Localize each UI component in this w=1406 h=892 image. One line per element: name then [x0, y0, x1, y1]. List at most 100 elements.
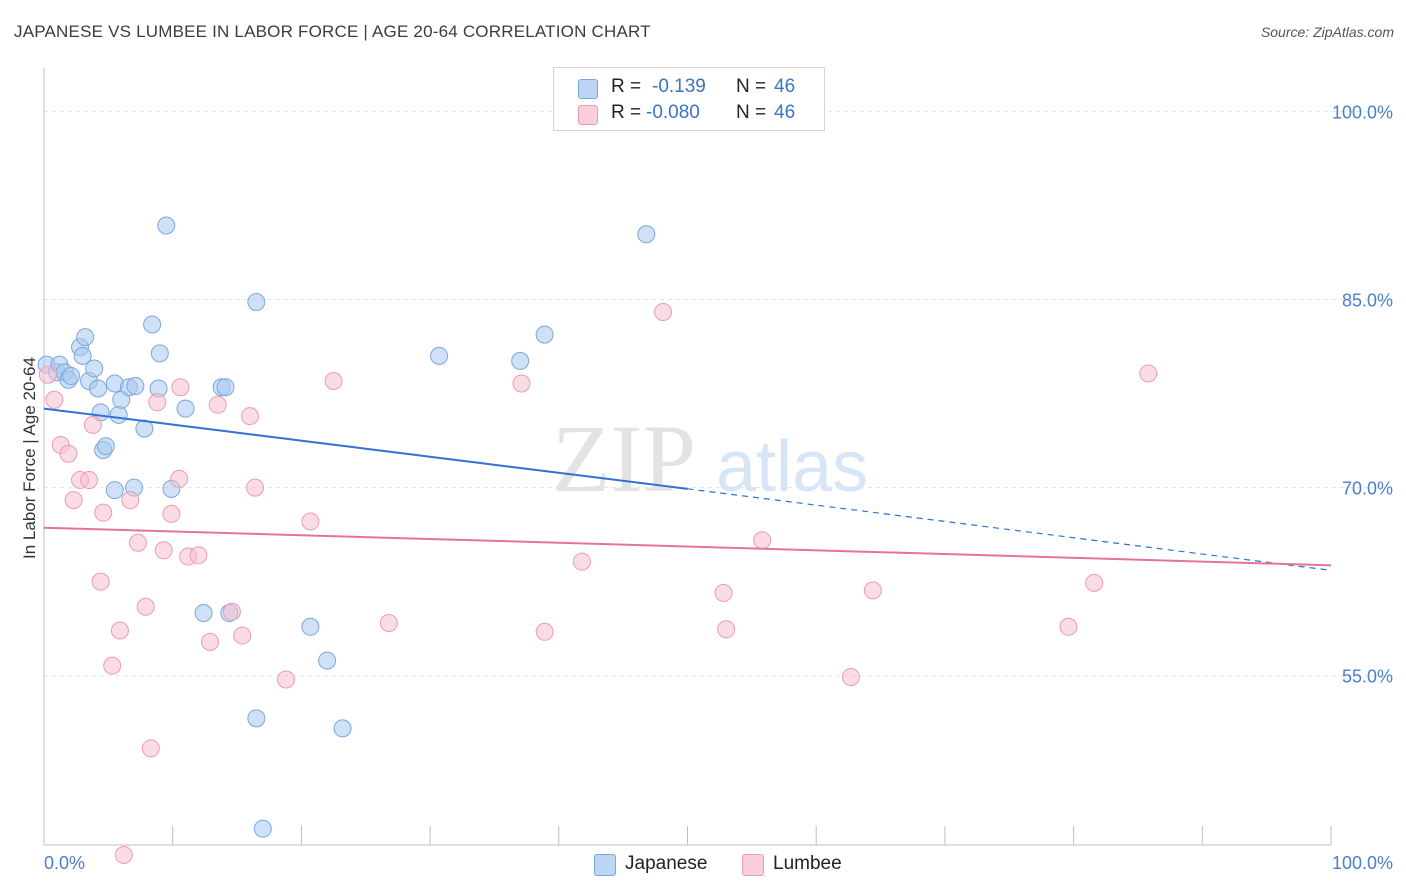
japanese-point	[194, 603, 213, 622]
japanese-point	[318, 651, 337, 670]
lumbee-point	[80, 471, 99, 490]
legend-japanese-swatch	[594, 854, 616, 876]
japanese-point	[430, 346, 449, 365]
chart-title: JAPANESE VS LUMBEE IN LABOR FORCE | AGE …	[14, 22, 651, 41]
japanese-point	[73, 346, 92, 365]
lumbee-point	[222, 602, 241, 621]
lumbee-point	[240, 407, 259, 426]
lumbee-point	[572, 552, 591, 571]
x-tick-label: 0.0%	[44, 853, 85, 873]
japanese-point	[333, 719, 352, 738]
japanese-n-label: N =	[736, 76, 767, 97]
japanese-points	[37, 216, 656, 838]
legend-lumbee-label: Lumbee	[773, 853, 842, 874]
japanese-point	[105, 481, 124, 500]
lumbee-point	[1059, 617, 1078, 636]
lumbee-point	[128, 533, 147, 552]
lumbee-point	[535, 622, 554, 641]
japanese-point	[176, 399, 195, 418]
japanese-point	[76, 328, 95, 347]
japanese-swatch	[578, 79, 598, 99]
japanese-trend-line	[43, 407, 688, 490]
japanese-point	[511, 351, 530, 370]
japanese-point	[143, 315, 162, 334]
lumbee-point	[717, 620, 736, 639]
japanese-n-value: 46	[774, 76, 796, 97]
legend-japanese-label: Japanese	[625, 853, 708, 874]
lumbee-point	[512, 374, 531, 393]
legend-lumbee-swatch	[742, 854, 764, 876]
lumbee-point	[148, 393, 167, 412]
lumbee-point	[654, 303, 673, 322]
lumbee-point	[110, 621, 129, 640]
trend-lines	[43, 407, 1332, 571]
lumbee-point	[233, 626, 252, 645]
legend: Japanese Lumbee	[0, 852, 1406, 878]
correlation-stats-box: R = -0.139 N = 46 R = -0.080 N = 46	[553, 67, 825, 131]
lumbee-points	[38, 303, 1158, 865]
japanese-point	[89, 379, 108, 398]
lumbee-point	[114, 846, 133, 865]
x-tick-labels: 0.0% 100.0%	[44, 853, 1393, 873]
lumbee-point	[276, 670, 295, 689]
lumbee-point	[171, 378, 190, 397]
lumbee-point	[38, 365, 57, 384]
lumbee-point	[189, 546, 208, 565]
lumbee-point	[170, 469, 189, 488]
lumbee-point	[103, 656, 122, 675]
watermark-atlas: atlas	[716, 427, 868, 507]
lumbee-point	[753, 531, 772, 550]
japanese-point	[109, 405, 128, 424]
lumbee-point	[59, 444, 78, 463]
lumbee-point	[94, 503, 113, 522]
japanese-point	[247, 709, 266, 728]
japanese-point	[253, 819, 272, 838]
japanese-point	[126, 377, 145, 395]
y-tick-label: 100.0%	[1332, 102, 1393, 122]
lumbee-point	[1139, 364, 1158, 383]
japanese-point	[62, 366, 81, 385]
y-tick-label: 55.0%	[1342, 667, 1393, 687]
lumbee-point	[379, 614, 398, 633]
lumbee-point	[714, 583, 733, 602]
japanese-point	[157, 216, 176, 235]
y-tick-labels: 55.0% 70.0% 85.0% 100.0%	[1332, 102, 1393, 686]
japanese-point	[535, 325, 554, 344]
japanese-point	[301, 617, 320, 636]
lumbee-swatch	[578, 105, 598, 125]
lumbee-point	[863, 581, 882, 600]
japanese-r-label: R =	[611, 76, 642, 97]
lumbee-point	[841, 667, 860, 686]
lumbee-point	[301, 512, 320, 531]
lumbee-point	[162, 504, 181, 523]
lumbee-point	[64, 491, 83, 510]
lumbee-point	[154, 541, 173, 560]
lumbee-point	[208, 395, 227, 414]
lumbee-point	[141, 739, 160, 758]
source-credit: Source: ZipAtlas.com	[1260, 24, 1394, 40]
japanese-point	[96, 437, 115, 456]
y-tick-label: 85.0%	[1342, 290, 1393, 310]
lumbee-point	[1085, 573, 1104, 592]
axes	[43, 68, 1332, 846]
japanese-point	[247, 292, 266, 311]
japanese-trend-extension	[687, 488, 1332, 571]
lumbee-r-label: R =	[611, 102, 642, 123]
japanese-point	[85, 359, 104, 378]
lumbee-r-value: -0.080	[646, 102, 700, 123]
japanese-point	[637, 225, 656, 244]
watermark: ZIP atlas	[552, 405, 868, 512]
lumbee-trend-line	[43, 526, 1332, 567]
lumbee-point	[246, 478, 265, 497]
japanese-r-value: -0.139	[652, 76, 706, 97]
watermark-zip: ZIP	[552, 405, 696, 512]
japanese-point	[216, 378, 235, 397]
lumbee-n-label: N =	[736, 102, 767, 123]
lumbee-point	[201, 632, 220, 651]
lumbee-point	[83, 415, 102, 434]
lumbee-point	[45, 390, 64, 409]
lumbee-point	[91, 572, 110, 591]
x-tick-label: 100.0%	[1332, 853, 1393, 873]
lumbee-point	[324, 371, 343, 390]
